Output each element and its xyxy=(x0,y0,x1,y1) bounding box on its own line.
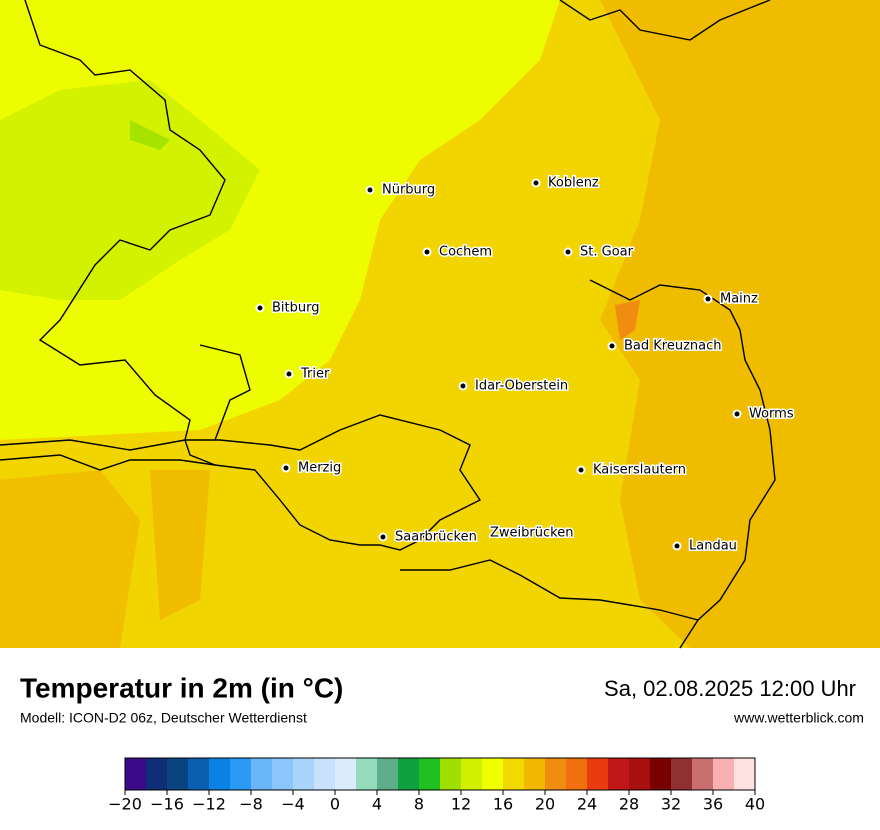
city-label: Nürburg xyxy=(382,183,435,198)
colorbar-tick-label: 16 xyxy=(493,795,513,814)
city-label: Mainz xyxy=(720,292,758,307)
colorbar-segment xyxy=(146,758,168,790)
colorbar-tick-label: 40 xyxy=(745,795,765,814)
colorbar-segment xyxy=(398,758,420,790)
colorbar-segment xyxy=(629,758,651,790)
city-label: Koblenz xyxy=(548,176,599,191)
datetime: Sa, 02.08.2025 12:00 Uhr xyxy=(604,676,856,701)
colorbar-segment xyxy=(587,758,609,790)
colorbar-segment xyxy=(167,758,189,790)
colorbar-segment xyxy=(650,758,672,790)
colorbar-segment xyxy=(293,758,315,790)
colorbar-tick-label: 36 xyxy=(703,795,723,814)
colorbar-segment xyxy=(377,758,399,790)
city-label: Merzig xyxy=(298,461,341,476)
colorbar-segment xyxy=(734,758,756,790)
city-label: Landau xyxy=(689,539,737,554)
title: Temperatur in 2m (in °C) xyxy=(20,672,343,703)
colorbar-tick-label: 8 xyxy=(414,795,424,814)
colorbar-segment xyxy=(482,758,504,790)
colorbar-segment xyxy=(545,758,567,790)
colorbar-tick-label: −8 xyxy=(239,795,263,814)
colorbar-segment xyxy=(188,758,210,790)
colorbar-tick-label: 28 xyxy=(619,795,639,814)
colorbar-tick-label: 32 xyxy=(661,795,681,814)
colorbar-segment xyxy=(209,758,231,790)
city-dot xyxy=(255,303,265,313)
colorbar-segment xyxy=(314,758,336,790)
colorbar-segment xyxy=(230,758,252,790)
colorbar-segment xyxy=(335,758,357,790)
colorbar-segment xyxy=(608,758,630,790)
colorbar-tick-label: 12 xyxy=(451,795,471,814)
city-label: Idar-Oberstein xyxy=(475,379,568,394)
colorbar-segment xyxy=(125,758,147,790)
colorbar-tick-label: −12 xyxy=(192,795,226,814)
borders xyxy=(0,0,776,649)
city-dot xyxy=(378,532,388,542)
city-dot xyxy=(531,178,541,188)
map xyxy=(0,0,880,648)
city-dot xyxy=(732,409,742,419)
city-dot xyxy=(281,463,291,473)
colorbar-segment xyxy=(356,758,378,790)
city-dot xyxy=(576,465,586,475)
city-dot xyxy=(284,369,294,379)
colorbar-tick-label: 4 xyxy=(372,795,382,814)
colorbar-segment xyxy=(524,758,546,790)
city-label: Bitburg xyxy=(272,301,320,316)
city-label: Bad Kreuznach xyxy=(624,339,722,354)
colorbar: −20 −16 −12 −8 −4 0 4 8 12 16 20 24 28 32 36 40 xyxy=(108,757,765,814)
city-label: Trier xyxy=(300,367,330,382)
colorbar-tick-label: 0 xyxy=(330,795,340,814)
city-label: Saarbrücken xyxy=(395,530,477,545)
city-label: St. Goar xyxy=(580,245,634,260)
city-label: Worms xyxy=(749,407,794,422)
colorbar-tick-label: −16 xyxy=(150,795,184,814)
colorbar-segment xyxy=(419,758,441,790)
colorbar-tick-label: −4 xyxy=(281,795,305,814)
model: Modell: ICON-D2 06z, Deutscher Wetterdie… xyxy=(20,710,307,726)
city-label: Zweibrücken xyxy=(490,526,573,541)
colorbar-segment xyxy=(272,758,294,790)
colorbar-segment xyxy=(461,758,483,790)
city-dot xyxy=(672,541,682,551)
colorbar-tick-label: 20 xyxy=(535,795,555,814)
colorbar-segment xyxy=(440,758,462,790)
city-dot xyxy=(458,381,468,391)
city-dot xyxy=(422,247,432,257)
colorbar-tick-label: −20 xyxy=(108,795,142,814)
website: www.wetterblick.com xyxy=(733,710,864,726)
city-dot xyxy=(607,341,617,351)
colorbar-segment xyxy=(566,758,588,790)
colorbar-segment xyxy=(503,758,525,790)
colorbar-segment xyxy=(692,758,714,790)
city-dot xyxy=(365,185,375,195)
city-label: Cochem xyxy=(439,245,492,260)
colorbar-tick-label: 24 xyxy=(577,795,597,814)
city-dot xyxy=(563,247,573,257)
city-label: Kaiserslautern xyxy=(593,463,686,478)
colorbar-segment xyxy=(671,758,693,790)
colorbar-frame xyxy=(124,757,756,791)
city-markers: Nürburg Koblenz Cochem St. Goar Bitburg Mainz… xyxy=(255,174,795,555)
city-dot xyxy=(703,294,713,304)
colorbar-segment xyxy=(713,758,735,790)
colorbar-segment xyxy=(251,758,273,790)
